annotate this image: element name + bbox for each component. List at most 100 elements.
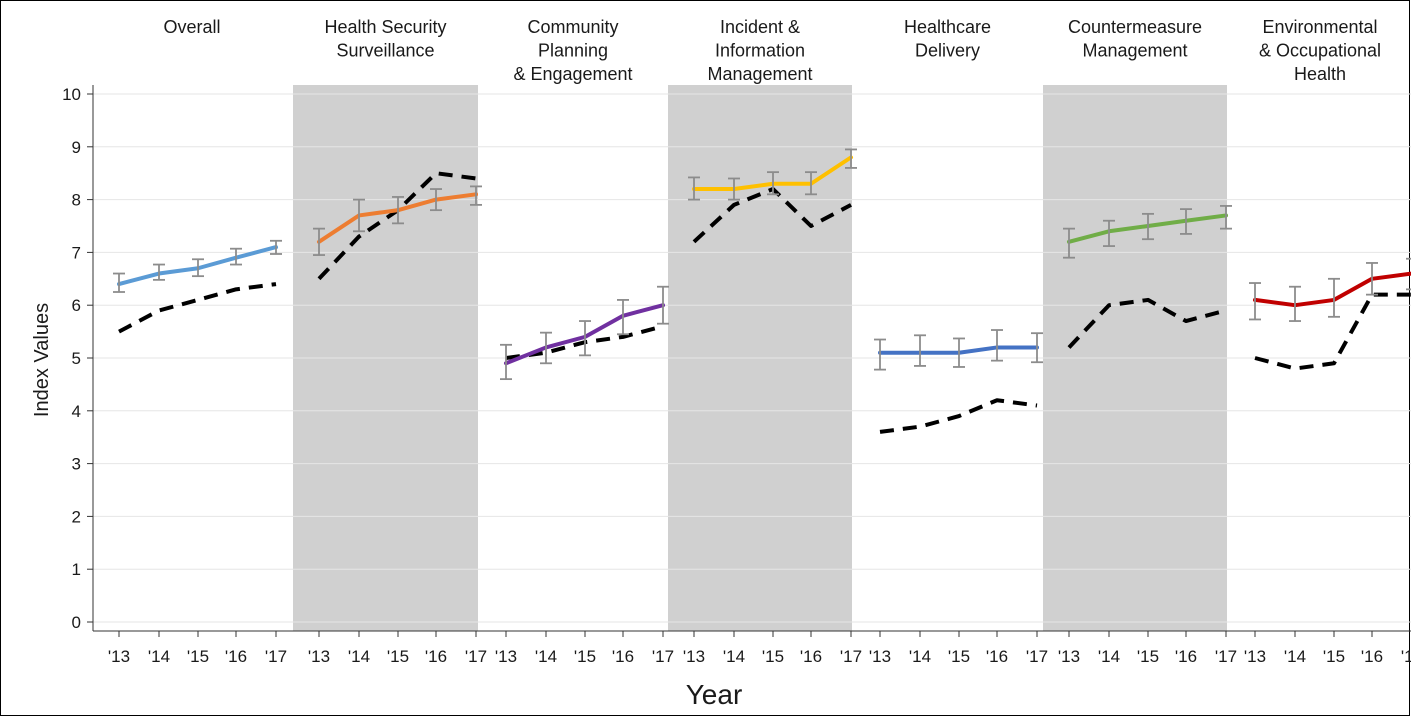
panel-2-error-bar-2 [353, 198, 365, 233]
panel-1-error-bar-4 [230, 247, 242, 266]
panel-2-title-line-1: Health Security [324, 17, 446, 37]
panel-3-error-bar-3 [579, 320, 591, 357]
panel-1-x-tick-label-1: '13 [108, 647, 130, 666]
panel-6-x-tick-label-4: '16 [1175, 647, 1197, 666]
panel-7-error-bar-1 [1249, 282, 1261, 321]
panel-2-x-tick-label-3: '15 [387, 647, 409, 666]
panel-6-error-bar-3 [1142, 212, 1154, 241]
panel-4-x-tick-label-3: '15 [762, 647, 784, 666]
panel-5-error-bar-4 [991, 329, 1003, 362]
panel-4-error-bar-1 [688, 176, 700, 201]
panel-4-x-tick-label-5: '17 [840, 647, 862, 666]
y-tick-label-3: 3 [72, 455, 81, 474]
panel-1-dashed-series [118, 282, 277, 334]
panel-2-x-tick-label-4: '16 [425, 647, 447, 666]
panel-1-x-tick-label-2: '14 [148, 647, 170, 666]
y-axis-label: Index Values [31, 303, 53, 417]
panel-4-x-tick-label-1: '13 [683, 647, 705, 666]
panel-6-error-bar-4 [1180, 208, 1192, 235]
panel-4-error-bar-2 [728, 177, 740, 201]
panel-4-title-line-3: Management [707, 64, 812, 84]
panel-5-x-tick-label-3: '15 [948, 647, 970, 666]
panel-7-title-line-3: Health [1294, 64, 1346, 84]
y-tick-label-5: 5 [72, 349, 81, 368]
y-tick-label-6: 6 [72, 296, 81, 315]
panel-1-x-tick-label-3: '15 [187, 647, 209, 666]
panel-4-title-line-2: Information [715, 41, 805, 61]
panel-2-x-tick-label-2: '14 [348, 647, 370, 666]
panel-3-x-tick-label-3: '15 [574, 647, 596, 666]
x-axis-label: Year [686, 679, 743, 710]
y-tick-label-8: 8 [72, 191, 81, 210]
panel-6-error-bar-2 [1103, 219, 1115, 247]
panel-3-x-tick-label-4: '16 [612, 647, 634, 666]
panel-2-x-tick-label-5: '17 [465, 647, 487, 666]
panel-5-error-bar-3 [953, 337, 965, 368]
panel-1-error-bar-1 [113, 272, 125, 293]
series-marks [113, 148, 1411, 434]
panel-5-x-tick-label-1: '13 [869, 647, 891, 666]
panel-3-error-bar-4 [617, 299, 629, 336]
panel-4-error-bar-3 [767, 171, 779, 196]
panel-1-error-bar-3 [192, 258, 204, 278]
panel-4-error-bar-5 [845, 148, 857, 169]
panel-2-error-bar-3 [392, 196, 404, 225]
panel-5-title-line-2: Delivery [915, 41, 980, 61]
panel-7-dashed-series [1254, 292, 1411, 371]
y-tick-label-2: 2 [72, 507, 81, 526]
panel-4-title-line-1: Incident & [720, 17, 800, 37]
panel-7-x-tick-label-3: '15 [1323, 647, 1345, 666]
panel-7-error-bar-4 [1366, 262, 1378, 296]
axes [87, 85, 1411, 637]
panel-3-error-bar-2 [540, 331, 552, 365]
panel-3-x-tick-label-1: '13 [495, 647, 517, 666]
panel-3-error-bar-1 [500, 343, 512, 381]
panel-4-x-tick-label-4: '16 [800, 647, 822, 666]
panel-3-title-line-1: Community [527, 17, 618, 37]
panel-7-title-line-2: & Occupational [1259, 41, 1381, 61]
panel-1-error-bar-5 [270, 239, 282, 255]
panel-7-error-bar-3 [1328, 277, 1340, 318]
panel-5-error-bar-1 [874, 338, 886, 371]
panel-7-error-bar-2 [1289, 285, 1301, 322]
panel-6-x-tick-label-2: '14 [1098, 647, 1120, 666]
panel-7-x-tick-label-4: '16 [1361, 647, 1383, 666]
panel-5-error-bar-5 [1031, 332, 1043, 364]
y-tick-label-10: 10 [62, 85, 81, 104]
panel-1-title-line-1: Overall [163, 17, 220, 37]
y-tick-label-0: 0 [72, 613, 81, 632]
panel-3-error-bar-5 [657, 285, 669, 325]
panel-1-x-tick-label-4: '16 [225, 647, 247, 666]
panel-6-title-line-1: Countermeasure [1068, 17, 1202, 37]
panel-5-x-tick-label-5: '17 [1026, 647, 1048, 666]
panel-5-title-line-1: Healthcare [904, 17, 991, 37]
panel-5-error-bar-2 [914, 334, 926, 367]
y-tick-label-4: 4 [72, 402, 81, 421]
panel-7-x-tick-label-2: '14 [1284, 647, 1306, 666]
y-tick-label-7: 7 [72, 243, 81, 262]
panel-6-x-tick-label-5: '17 [1215, 647, 1237, 666]
panel-6-error-bar-5 [1220, 205, 1232, 230]
panel-7-x-tick-label-1: '13 [1244, 647, 1266, 666]
panel-2-error-bar-1 [313, 227, 325, 256]
panel-6-x-tick-label-1: '13 [1058, 647, 1080, 666]
panel-7-error-bar-5 [1406, 257, 1411, 291]
panel-6-x-tick-label-3: '15 [1137, 647, 1159, 666]
panel-6-error-bar-1 [1063, 227, 1075, 259]
panel-5-x-tick-label-4: '16 [986, 647, 1008, 666]
panel-6-title-line-2: Management [1082, 41, 1187, 61]
panel-3-x-tick-label-2: '14 [535, 647, 557, 666]
panel-7-title-line-1: Environmental [1262, 17, 1377, 37]
panel-3-title-line-2: Planning [538, 41, 608, 61]
panel-2-error-bar-5 [470, 185, 482, 206]
panel-2-error-bar-4 [430, 188, 442, 212]
panel-3-x-tick-label-5: '17 [652, 647, 674, 666]
panel-5-dashed-series [879, 398, 1038, 434]
panel-6-dashed-series [1067, 297, 1227, 349]
panel-5-x-tick-label-2: '14 [909, 647, 931, 666]
panel-1-error-bar-2 [153, 263, 165, 281]
panel-4-error-bar-4 [805, 171, 817, 196]
panel-1-x-tick-label-5: '17 [265, 647, 287, 666]
